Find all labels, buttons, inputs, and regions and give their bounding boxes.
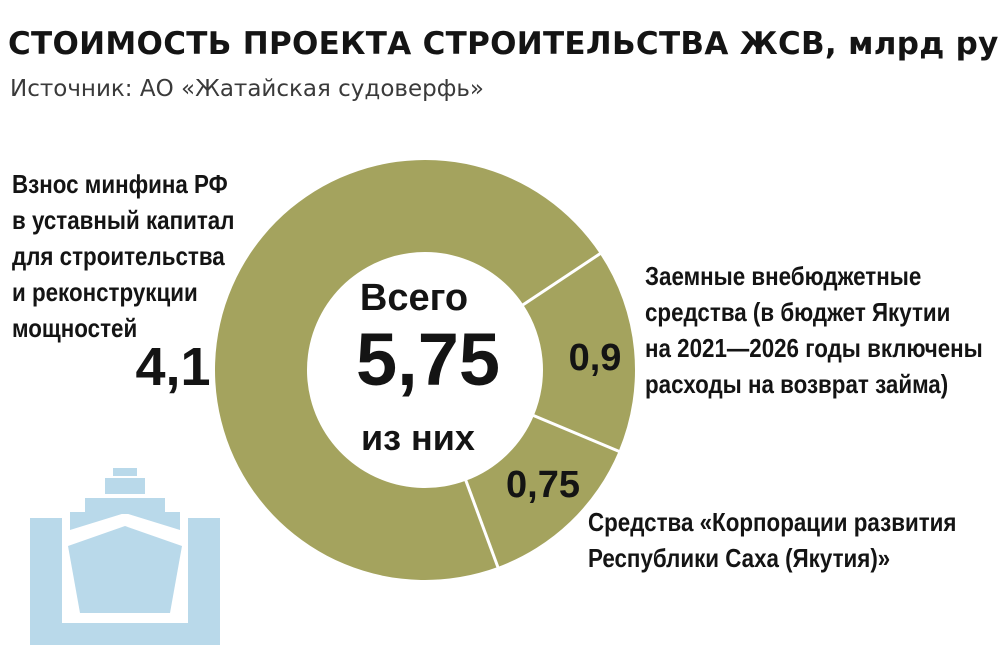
- slice-separator: [531, 413, 622, 454]
- slice-minfin: [215, 160, 600, 581]
- slice-label-line: в уставный капитал: [12, 205, 235, 235]
- slice-label-line: для строительства: [12, 241, 225, 271]
- slice-label-line: Средства «Корпорации развития: [588, 507, 957, 537]
- slice-separator: [520, 251, 603, 308]
- slice-label-line: Заемные внебюджетные: [645, 261, 922, 291]
- slice-label-line: мощностей: [12, 313, 138, 343]
- slice-label-line: и реконструкции: [12, 277, 198, 307]
- slice-corporation: [465, 415, 619, 567]
- slice-value-minfin: 4,1: [135, 337, 210, 397]
- slice-label-line: на 2021—2026 годы включены: [645, 333, 983, 363]
- slice-label-line: Республики Саха (Якутия)»: [588, 543, 891, 573]
- chart-title: СТОИМОСТЬ ПРОЕКТА СТРОИТЕЛЬСТВА ЖСВ, млр…: [8, 26, 1000, 62]
- center-total-value: 5,75: [356, 318, 500, 401]
- chart-subtitle: Источник: АО «Жатайская судоверфь»: [10, 76, 484, 102]
- slice-label-corporation: Средства «Корпорации развития Республики…: [588, 504, 956, 576]
- center-label-of-them: из них: [361, 417, 475, 458]
- slice-value-corporation: 0,75: [506, 464, 580, 506]
- slice-label-line: расходы на возврат займа): [645, 369, 949, 399]
- slice-separator: [463, 478, 500, 570]
- center-label-total: Всего: [360, 277, 468, 319]
- slice-label-loans: Заемные внебюджетные средства (в бюджет …: [645, 258, 983, 402]
- slice-label-line: средства (в бюджет Якутии: [645, 297, 951, 327]
- slice-value-loans: 0,9: [569, 337, 622, 379]
- slice-loans: [523, 253, 635, 452]
- slice-label-line: Взнос минфина РФ: [12, 169, 228, 199]
- slice-label-minfin: Взнос минфина РФ в уставный капитал для …: [12, 166, 234, 346]
- ship-dock-icon: [30, 468, 220, 645]
